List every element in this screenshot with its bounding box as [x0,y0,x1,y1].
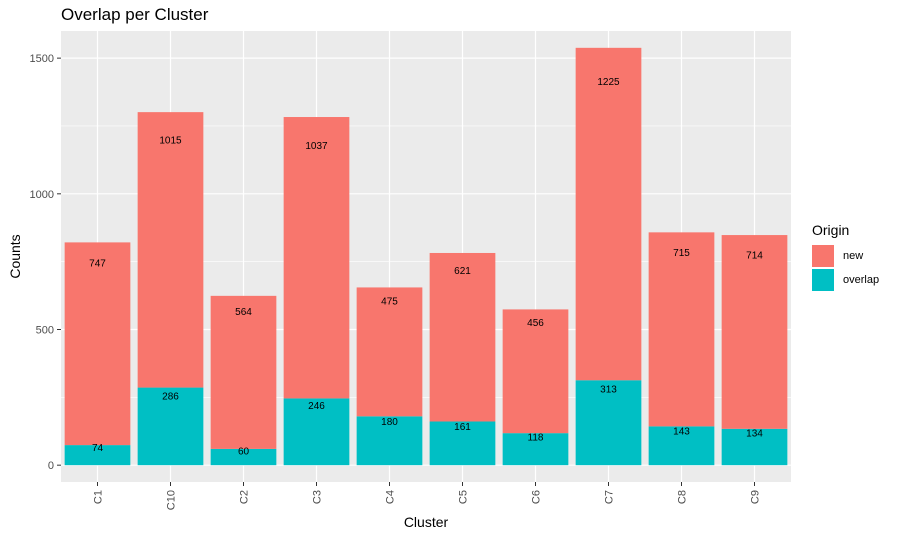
bar-overlap-c9 [721,428,788,466]
chart-title: Overlap per Cluster [61,5,209,24]
x-tick-label: C6 [531,490,543,504]
x-tick-label: C4 [385,490,397,504]
data-label-overlap-c8: 143 [673,426,690,437]
bar-new-c9 [721,235,788,429]
bar-overlap-c10 [137,387,204,466]
bar-new-c6 [502,309,569,434]
y-axis-title: Counts [7,234,23,278]
bar-new-c5 [429,252,496,422]
data-label-overlap-c4: 180 [381,417,398,428]
x-tick-label: C8 [677,490,689,504]
legend-swatch-new [812,245,834,267]
y-tick-label: 1000 [30,189,54,201]
x-tick-label: C5 [458,490,470,504]
legend-label-overlap: overlap [843,274,880,286]
bar-overlap-c6 [502,433,569,466]
bar-overlap-c5 [429,421,496,466]
x-tick-label: C9 [750,490,762,504]
y-tick-label: 0 [48,460,54,472]
x-tick-label: C3 [312,490,324,504]
data-label-new-c7: 1225 [597,77,620,88]
bar-new-c1 [64,242,131,446]
data-label-new-c9: 714 [746,250,763,261]
bar-new-c4 [356,287,423,417]
y-axis: 0 500 1000 1500 [30,53,61,472]
y-tick-label: 500 [36,324,54,336]
bar-overlap-c7 [575,380,642,466]
bar-new-c8 [648,232,715,427]
bar-overlap-c4 [356,416,423,466]
x-tick-label: C7 [604,490,616,504]
data-label-new-c2: 564 [235,307,252,318]
data-label-new-c1: 747 [89,259,106,270]
legend-title: Origin [812,222,850,238]
data-label-overlap-c9: 134 [746,428,763,439]
data-label-new-c10: 1015 [159,136,182,147]
data-label-overlap-c1: 74 [92,443,104,454]
data-label-overlap-c7: 313 [600,385,617,396]
data-label-overlap-c2: 60 [238,447,250,458]
legend: Origin new overlap [812,222,879,292]
x-tick-label: C1 [93,490,105,504]
data-label-new-c6: 456 [527,318,544,329]
data-label-overlap-c3: 246 [308,401,325,412]
x-axis: C1 C10 C2 C3 C4 C5 C6 C7 C8 C9 [93,482,762,510]
data-label-new-c4: 475 [381,296,398,307]
bar-overlap-c8 [648,426,715,466]
bar-overlap-c3 [283,398,350,466]
legend-item-new: new [812,244,879,268]
bar-new-c10 [137,112,204,388]
bar-overlap-c1 [64,445,131,466]
y-tick-label: 1500 [30,53,54,65]
x-tick-label: C10 [166,490,178,510]
bar-new-c7 [575,47,642,381]
legend-swatch-overlap [812,269,834,291]
bar-new-c3 [283,117,350,399]
bar-overlap-c2 [210,448,277,466]
data-label-overlap-c5: 161 [454,422,471,433]
x-axis-title: Cluster [404,514,449,530]
data-label-overlap-c6: 118 [528,432,544,443]
x-tick-label: C2 [239,490,251,504]
bar-new-c2 [210,295,277,449]
data-label-new-c5: 621 [454,266,471,277]
bars [64,47,788,466]
data-label-new-c3: 1037 [305,141,328,152]
bar-labels: 74 747 286 1015 60 564 246 1037 180 475 161 621 118 4… [89,77,763,457]
data-label-overlap-c10: 286 [162,391,179,402]
legend-item-overlap: overlap [812,268,879,292]
legend-label-new: new [843,250,864,262]
data-label-new-c8: 715 [673,248,690,259]
